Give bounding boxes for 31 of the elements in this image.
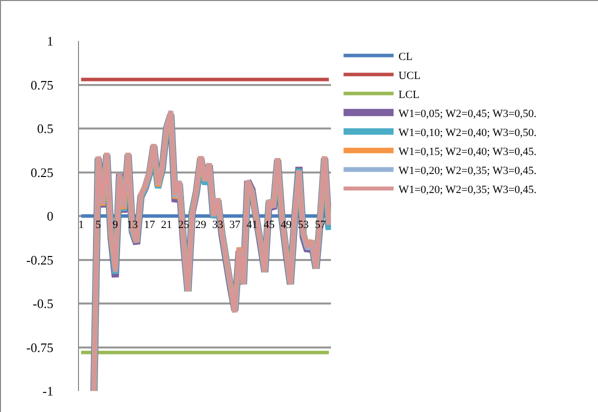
y-tick-label: -0.5 [32,296,54,312]
legend-label: W1=0,15; W2=0,40; W3=0,45. [398,146,537,158]
y-tick-label: 0 [46,208,54,224]
legend-label: W1=0,20; W2=0,35; W3=0,45. [398,184,537,196]
y-tick-label: -0.25 [26,252,54,268]
y-tick-label: 0.5 [37,121,54,136]
legend-label: W1=0,05; W2=0,45; W3=0,50. [398,108,537,120]
legend-label: W1=0,10; W2=0,40; W3=0,50. [398,126,537,139]
legend-label: UCL [398,70,421,82]
x-tick-label: 41 [246,219,258,231]
x-tick-label: 13 [126,219,138,231]
x-tick-label: 49 [280,219,292,231]
y-tick-label: -0.75 [26,340,54,355]
y-tick-label: 0.75 [30,77,54,92]
y-tick-label: 0.25 [30,164,54,180]
legend-label: CL [398,50,413,63]
y-tick-label: 1 [46,34,54,49]
x-tick-label: 37 [229,219,241,231]
legend-label: LCL [398,88,420,101]
x-tick-label: 17 [144,219,156,231]
legend-label: W1=0,20; W2=0,35; W3=0,45. [398,164,537,177]
x-tick-label: 9 [112,219,119,231]
x-tick-label: 45 [264,219,276,231]
x-tick-label: 21 [161,219,172,231]
x-tick-label: 33 [212,219,224,231]
x-tick-label: 29 [195,219,207,231]
x-tick-label: 57 [314,219,326,231]
x-tick-label: 5 [95,219,102,231]
y-tick-label: -1 [42,384,54,399]
x-tick-label: 53 [298,219,310,231]
x-tick-label: 1 [78,219,84,231]
